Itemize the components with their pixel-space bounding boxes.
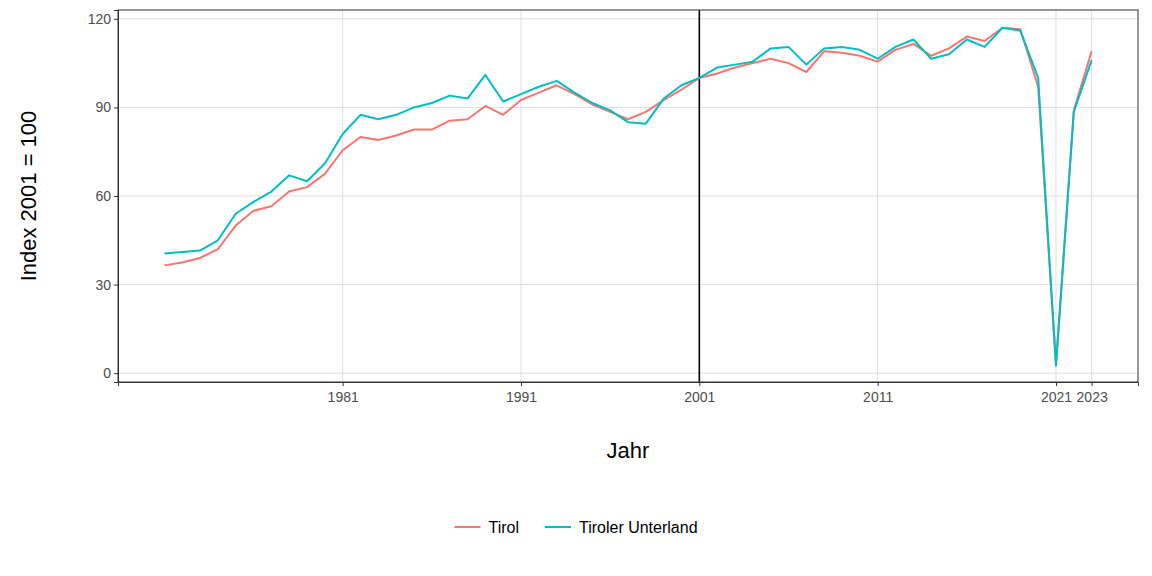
legend-key bbox=[454, 526, 480, 528]
tick-mark bbox=[114, 196, 118, 197]
panel-background bbox=[118, 10, 1138, 382]
grid-line bbox=[877, 10, 878, 382]
tick-mark bbox=[699, 382, 700, 386]
tick-mark bbox=[114, 19, 118, 20]
tick-label: 0 bbox=[103, 365, 111, 381]
tick-label: 30 bbox=[95, 277, 111, 293]
grid-line bbox=[1091, 10, 1092, 382]
tick-mark bbox=[114, 285, 118, 286]
tick: 90 bbox=[95, 99, 118, 115]
y-axis: 0 30 60 90 120 bbox=[88, 11, 119, 383]
tick-mark bbox=[114, 107, 118, 108]
chart: 1981 1991 2001 2011 2021 2023 0 30 60 90 120 Jahr In… bbox=[0, 0, 1152, 576]
tick: 2011 bbox=[863, 382, 893, 405]
tick: 2023 bbox=[1077, 382, 1108, 405]
x-axis-title: Jahr bbox=[607, 438, 650, 463]
tick-mark bbox=[521, 382, 522, 386]
grid-line bbox=[118, 107, 1138, 108]
tick-label: 2001 bbox=[684, 389, 715, 405]
tick: 60 bbox=[95, 188, 118, 204]
legend-label: Tirol bbox=[488, 519, 519, 536]
tick-label: 2023 bbox=[1077, 389, 1108, 405]
axis-line bbox=[114, 11, 119, 383]
reference-line bbox=[699, 10, 701, 382]
x-axis: 1981 1991 2001 2011 2021 2023 bbox=[119, 382, 1139, 405]
tick-label: 1991 bbox=[506, 389, 537, 405]
tick-mark bbox=[878, 382, 879, 386]
axis-line bbox=[119, 383, 1139, 387]
tick-label: 1981 bbox=[328, 389, 359, 405]
legend-item: Tirol bbox=[454, 519, 519, 536]
tick-mark bbox=[1056, 382, 1057, 386]
panel-border bbox=[118, 10, 1138, 382]
grid-line bbox=[118, 18, 1138, 19]
tick: 30 bbox=[95, 277, 118, 293]
grid-line bbox=[118, 196, 1138, 197]
tick: 120 bbox=[88, 11, 118, 27]
tick: 1991 bbox=[506, 382, 537, 405]
tick-mark bbox=[1092, 382, 1093, 386]
grid-line bbox=[342, 10, 343, 382]
legend-key bbox=[545, 526, 571, 528]
grid-line bbox=[118, 284, 1138, 285]
marks bbox=[164, 10, 1091, 382]
tick-label: 60 bbox=[95, 188, 111, 204]
grid-line bbox=[118, 373, 1138, 374]
tick: 1981 bbox=[328, 382, 359, 405]
tick-mark bbox=[114, 373, 118, 374]
legend-label: Tiroler Unterland bbox=[579, 519, 698, 536]
plot: 1981 1991 2001 2011 2021 2023 0 30 60 90 120 bbox=[88, 10, 1139, 405]
grid bbox=[118, 10, 1138, 382]
tick-label: 90 bbox=[95, 99, 111, 115]
grid-line bbox=[521, 10, 522, 382]
tick-label: 120 bbox=[88, 11, 112, 27]
series-line bbox=[164, 28, 1091, 365]
tick-mark bbox=[343, 382, 344, 386]
tick: 2021 bbox=[1041, 382, 1072, 405]
grid-line bbox=[1055, 10, 1056, 382]
tick-label: 2011 bbox=[863, 389, 893, 405]
legend: Tirol Tiroler Unterland bbox=[454, 519, 697, 536]
tick: 0 bbox=[103, 365, 118, 381]
tick: 2001 bbox=[684, 382, 715, 405]
series-line bbox=[164, 28, 1091, 366]
legend-item: Tiroler Unterland bbox=[545, 519, 698, 536]
tick-label: 2021 bbox=[1041, 389, 1072, 405]
grid-line bbox=[699, 10, 700, 382]
y-axis-title: Index 2001 = 100 bbox=[16, 111, 41, 282]
